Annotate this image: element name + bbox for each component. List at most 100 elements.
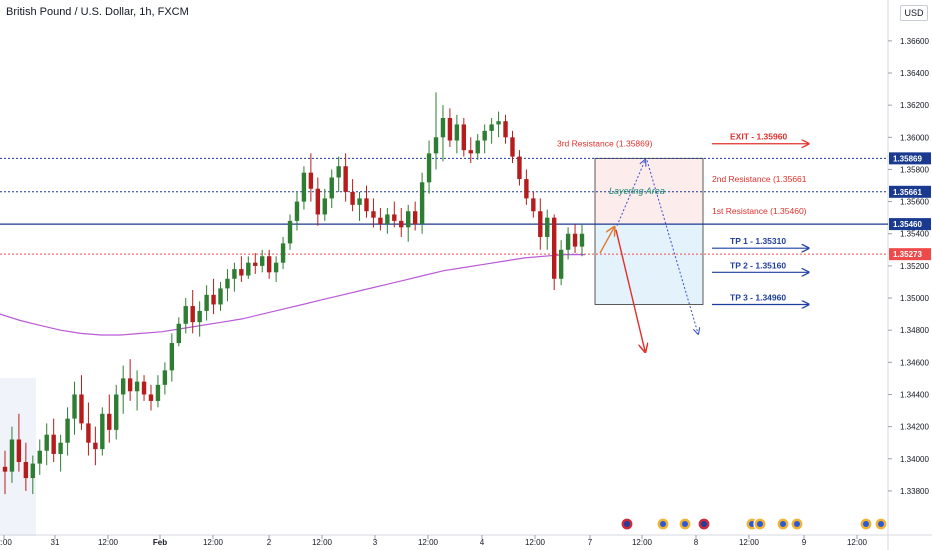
target-label: EXIT - 1.35960 bbox=[730, 132, 787, 142]
candle-body bbox=[426, 153, 432, 183]
candle-body bbox=[399, 220, 404, 228]
candle-body bbox=[419, 182, 425, 225]
candle-body bbox=[294, 201, 300, 221]
candle-body bbox=[72, 394, 77, 419]
resistance-label: 2nd Resistance (1.35661 bbox=[712, 174, 807, 184]
candle-body bbox=[406, 211, 411, 228]
moving-average-line bbox=[0, 254, 585, 336]
x-tick-label: 31 bbox=[51, 538, 60, 547]
candle-body bbox=[503, 121, 508, 138]
candle-body bbox=[510, 137, 515, 157]
candle-body bbox=[134, 381, 140, 392]
candle-body bbox=[489, 124, 494, 131]
flag-eu-icon-center bbox=[757, 521, 763, 527]
candle-body bbox=[440, 118, 446, 138]
layering-zone-upper bbox=[595, 158, 703, 225]
candle-body bbox=[225, 278, 230, 289]
candle-body bbox=[273, 262, 279, 273]
candle-body bbox=[120, 378, 126, 395]
candle-body bbox=[336, 166, 341, 178]
flag-uk-icon-center bbox=[701, 521, 707, 527]
candle-body bbox=[412, 211, 418, 225]
candle-body bbox=[148, 394, 154, 401]
candle-body bbox=[79, 394, 84, 424]
price-badge-label: 1.35273 bbox=[893, 250, 922, 259]
flag-eu-icon[interactable] bbox=[859, 517, 873, 531]
candle-body bbox=[517, 156, 522, 180]
candle-body bbox=[551, 217, 557, 279]
resistance-label: 3rd Resistance (1.35869) bbox=[557, 138, 653, 148]
x-tick-label: 12:00 bbox=[525, 538, 546, 547]
layering-zone-lower bbox=[595, 224, 703, 305]
target-label: TP 3 - 1.34960 bbox=[730, 292, 786, 302]
candles bbox=[2, 92, 585, 495]
candle-body bbox=[280, 243, 286, 263]
candle-body bbox=[524, 179, 529, 199]
x-tick-label: 2:00 bbox=[0, 538, 12, 547]
candle-body bbox=[538, 211, 543, 237]
candle-body bbox=[545, 217, 550, 237]
candle-body bbox=[246, 262, 251, 276]
candle-body bbox=[433, 137, 439, 154]
flag-eu-icon-center bbox=[794, 521, 800, 527]
price-badge bbox=[889, 152, 931, 165]
y-tick-label: 1.36600 bbox=[900, 37, 929, 46]
candle-body bbox=[65, 418, 70, 443]
flag-eu-icon-center bbox=[878, 521, 884, 527]
flag-eu-icon-center bbox=[660, 521, 666, 527]
candle-body bbox=[100, 413, 105, 450]
candle-body bbox=[558, 249, 564, 279]
candle-body bbox=[183, 306, 188, 324]
candle-body bbox=[232, 269, 237, 279]
x-tick-label: 4 bbox=[480, 538, 485, 547]
flag-eu-icon-center bbox=[780, 521, 786, 527]
x-tick-label: 2 bbox=[267, 538, 272, 547]
flag-eu-icon[interactable] bbox=[790, 517, 804, 531]
price-badge-label: 1.35661 bbox=[893, 188, 922, 197]
candle-body bbox=[371, 211, 376, 218]
y-tick-label: 1.33800 bbox=[900, 487, 929, 496]
candle-body bbox=[482, 130, 487, 141]
x-tick-label: 12:00 bbox=[847, 538, 868, 547]
flag-eu-icon[interactable] bbox=[776, 517, 790, 531]
candle-body bbox=[58, 442, 63, 454]
x-tick-label: 12:00 bbox=[418, 538, 439, 547]
y-tick-label: 1.34800 bbox=[900, 326, 929, 335]
candle-body bbox=[211, 294, 216, 305]
flag-eu-icon[interactable] bbox=[656, 517, 670, 531]
candle-body bbox=[107, 413, 112, 430]
y-tick-label: 1.34200 bbox=[900, 423, 929, 432]
flag-eu-icon[interactable] bbox=[678, 517, 692, 531]
flag-eu-icon[interactable] bbox=[874, 517, 888, 531]
candle-body bbox=[308, 172, 314, 189]
currency-button[interactable]: USD bbox=[900, 5, 928, 21]
down-arrow bbox=[615, 229, 645, 351]
flag-uk-icon[interactable] bbox=[620, 517, 634, 531]
candle-body bbox=[176, 323, 181, 344]
flag-eu-icon-center bbox=[863, 521, 869, 527]
candle-body bbox=[2, 466, 8, 472]
candle-body bbox=[531, 198, 536, 212]
y-tick-label: 1.36200 bbox=[900, 101, 929, 110]
candle-body bbox=[93, 442, 98, 450]
price-axis: 1.36600 1.36400 1.36200 1.36000 1.35800 1.356… bbox=[888, 37, 931, 496]
y-tick-label: 1.35200 bbox=[900, 262, 929, 271]
candle-body bbox=[37, 450, 42, 464]
event-icons[interactable] bbox=[620, 517, 888, 531]
candle-body bbox=[260, 256, 265, 266]
candle-body bbox=[447, 118, 453, 141]
layering-area-label: Layering Area bbox=[609, 186, 665, 196]
candle-body bbox=[392, 214, 397, 221]
candle-body bbox=[197, 310, 202, 323]
x-tick-label: 12:00 bbox=[312, 538, 333, 547]
up-arrow bbox=[599, 228, 614, 254]
candle-body bbox=[565, 233, 571, 250]
flag-uk-icon[interactable] bbox=[697, 517, 711, 531]
candle-body bbox=[86, 423, 91, 443]
candle-body bbox=[385, 214, 390, 225]
candle-body bbox=[343, 166, 348, 192]
flag-eu-icon[interactable] bbox=[753, 517, 767, 531]
candle-body bbox=[169, 343, 175, 371]
